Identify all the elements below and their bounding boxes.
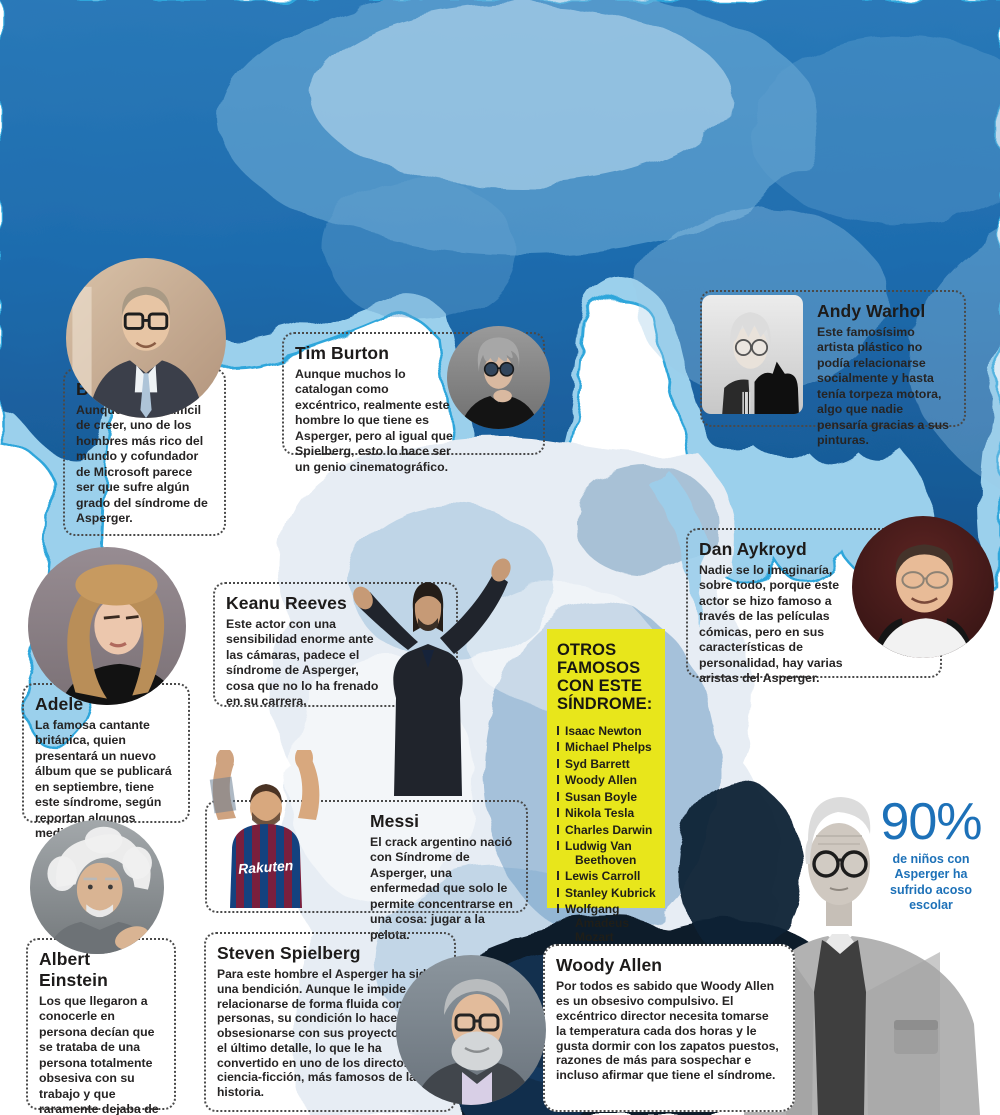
famous-item: Nikola Tesla — [557, 806, 656, 821]
person-name: Woody Allen — [556, 955, 663, 975]
famous-item: Syd Barrett — [557, 757, 656, 772]
dan-aykroyd-card: Dan Aykroyd Nadie se lo imaginaría, sobr… — [686, 528, 942, 685]
other-famous-list: Isaac Newton Michael Phelps Syd Barrett Woo… — [557, 724, 656, 946]
person-description: Los que llegaron a conocerle en persona … — [39, 994, 159, 1115]
albert-einstein-portrait-illustration — [30, 820, 164, 954]
person-name: Tim Burton — [295, 343, 390, 363]
person-name: Keanu Reeves — [226, 593, 347, 613]
famous-item: Charles Darwin — [557, 823, 656, 838]
person-name: Steven Spielberg — [217, 943, 361, 963]
messi-photo: Rakuten — [196, 750, 336, 908]
andy-warhol-portrait-illustration — [702, 295, 803, 414]
famous-item: Woody Allen — [557, 773, 656, 788]
bill-gates-photo — [66, 258, 226, 418]
tim-burton-photo — [447, 326, 550, 429]
tim-burton-card: Tim Burton Aunque muchos lo catalogan co… — [282, 332, 545, 474]
person-description: Aunque muchos lo catalogan como excéntri… — [295, 367, 453, 474]
albert-einstein-card: Albert Einstein Los que llegaron a conoc… — [26, 938, 176, 1115]
woody-allen-photo — [726, 792, 1000, 1115]
famous-item: Stanley Kubrick — [557, 886, 656, 901]
other-famous-panel: OTROS FAMOSOS CON ESTE SÍNDROME: Isaac N… — [547, 629, 665, 944]
famous-item: Michael Phelps — [557, 740, 656, 755]
andy-warhol-card: Andy Warhol Este famosísimo artista plás… — [700, 290, 966, 447]
person-description: Nadie se lo imaginaría, sobre todo, porq… — [699, 563, 843, 686]
steven-spielberg-portrait-illustration — [396, 955, 546, 1105]
tim-burton-portrait-illustration — [447, 326, 550, 429]
other-famous-title: OTROS FAMOSOS CON ESTE SÍNDROME: — [557, 641, 653, 714]
famous-item: Ludwig Van Beethoven — [557, 839, 656, 868]
bullying-statistic: 90% de niños con Asperger ha sufrido aco… — [862, 796, 1000, 913]
dan-aykroyd-photo — [852, 516, 994, 658]
adele-card: Adele La famosa cantante británica, quie… — [22, 683, 190, 840]
person-description: El crack argentino nació con Síndrome de… — [370, 835, 513, 942]
keanu-reeves-photo — [328, 556, 533, 796]
famous-item: Isaac Newton — [557, 724, 656, 739]
famous-item: Wolfgang Amadeus Mozart — [557, 903, 656, 945]
albert-einstein-photo — [30, 820, 164, 954]
keanu-reeves-figure-illustration — [353, 558, 511, 796]
person-description: Aunque resulte difícil de creer, uno de … — [76, 403, 208, 526]
person-name: Dan Aykroyd — [699, 539, 807, 559]
person-description: Por todos es sabido que Woody Allen es u… — [556, 979, 779, 1083]
famous-item: Lewis Carroll — [557, 870, 656, 884]
person-name: Andy Warhol — [817, 301, 926, 321]
steven-spielberg-photo — [396, 955, 546, 1105]
bill-gates-portrait-illustration — [66, 258, 226, 418]
person-name: Albert Einstein — [39, 949, 108, 990]
woody-allen-card: Woody Allen Por todos es sabido que Wood… — [543, 944, 795, 1112]
famous-item: Susan Boyle — [557, 790, 656, 805]
person-name: Adele — [35, 694, 84, 714]
person-name: Messi — [370, 811, 420, 831]
woody-allen-portrait-illustration — [744, 797, 980, 1115]
person-description: Este actor con una sensibilidad enorme a… — [226, 617, 379, 709]
steven-spielberg-card: Steven Spielberg Para este hombre el Asp… — [204, 932, 456, 1112]
statistic-value: 90% — [880, 793, 982, 851]
messi-jersey-text: Rakuten — [238, 857, 294, 877]
adele-photo — [28, 547, 186, 705]
person-description: La famosa cantante británica, quien pres… — [35, 718, 172, 840]
messi-card: Messi El crack argentino nació con Síndr… — [205, 800, 528, 942]
andy-warhol-photo — [702, 295, 803, 414]
messi-figure-illustration: Rakuten — [209, 750, 320, 908]
person-description: Este famosísimo artista plástico no podí… — [817, 325, 949, 448]
dan-aykroyd-portrait-illustration — [852, 516, 994, 658]
statistic-caption: de niños con Asperger ha sufrido acoso e… — [890, 852, 972, 912]
adele-portrait-illustration — [28, 547, 186, 705]
person-description: Para este hombre el Asperger ha sido una… — [217, 967, 441, 1099]
